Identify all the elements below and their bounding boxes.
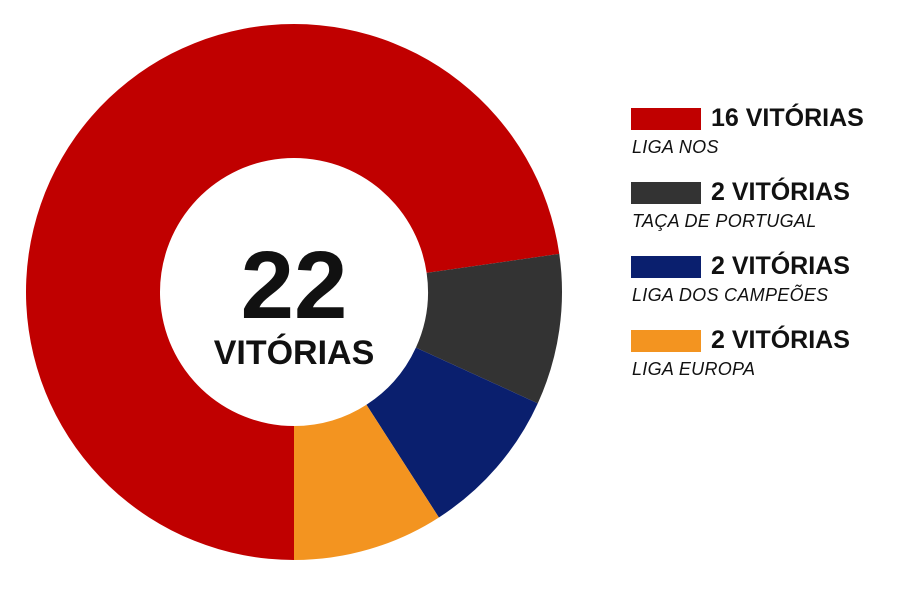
center-total-label: VITÓRIAS	[214, 334, 375, 372]
legend-item: 2 VITÓRIAS LIGA DOS CAMPEÕES	[631, 252, 891, 326]
legend-value: 2 VITÓRIAS	[711, 252, 850, 280]
legend-value: 16 VITÓRIAS	[711, 104, 864, 132]
center-total-value: 22	[241, 232, 348, 339]
legend-swatch	[631, 182, 701, 204]
chart-legend: 16 VITÓRIAS LIGA NOS 2 VITÓRIAS TAÇA DE …	[631, 104, 891, 400]
legend-item: 2 VITÓRIAS LIGA EUROPA	[631, 326, 891, 400]
legend-swatch	[631, 330, 701, 352]
legend-swatch	[631, 256, 701, 278]
legend-label: LIGA DOS CAMPEÕES	[632, 285, 829, 305]
donut-slice-3	[366, 347, 538, 518]
donut-slice-2	[415, 253, 562, 404]
donut-slice-1	[25, 23, 560, 560]
legend-item: 2 VITÓRIAS TAÇA DE PORTUGAL	[631, 178, 891, 252]
legend-value: 2 VITÓRIAS	[711, 178, 850, 206]
legend-label: LIGA EUROPA	[632, 359, 756, 379]
legend-label: TAÇA DE PORTUGAL	[632, 211, 817, 231]
legend-value: 2 VITÓRIAS	[711, 326, 850, 354]
donut-slice-4	[294, 404, 439, 560]
donut-chart: 22 VITÓRIAS	[25, 23, 562, 560]
legend-item: 16 VITÓRIAS LIGA NOS	[631, 104, 891, 178]
legend-label: LIGA NOS	[632, 137, 719, 157]
donut-slices	[25, 23, 562, 560]
legend-swatch	[631, 108, 701, 130]
